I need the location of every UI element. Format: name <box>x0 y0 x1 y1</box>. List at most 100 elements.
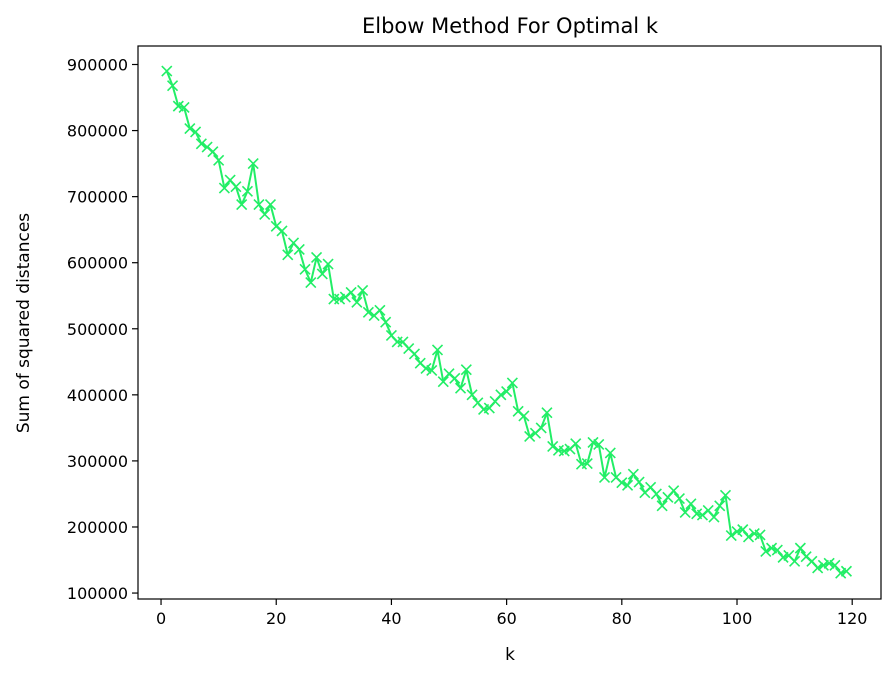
x-tick-label: 60 <box>496 609 516 628</box>
data-point-marker <box>719 489 732 501</box>
data-point-marker <box>604 447 616 459</box>
plot-frame <box>137 45 882 600</box>
data-point-marker <box>541 407 553 419</box>
data-point-marker <box>437 376 449 388</box>
y-tick-label: 300000 <box>67 452 128 471</box>
data-point-marker <box>794 542 806 554</box>
data-point-marker <box>668 485 680 497</box>
plot-area: 0 20 40 60 80 100 120 100000 200000 300000 400000 5… <box>67 45 882 628</box>
data-point-marker <box>253 199 265 211</box>
data-point-marker <box>293 243 305 256</box>
data-point-marker <box>679 506 691 519</box>
y-tick-label: 900000 <box>67 55 128 74</box>
x-tick-label: 40 <box>381 609 401 628</box>
data-point-marker <box>633 476 645 488</box>
data-point-marker <box>270 220 282 232</box>
data-point-marker <box>616 477 628 489</box>
y-tick-label: 800000 <box>67 122 128 141</box>
x-tick-label: 120 <box>837 609 868 628</box>
data-point-marker <box>622 479 634 491</box>
data-point-marker <box>316 268 328 280</box>
data-point-marker <box>339 291 351 303</box>
data-point-marker <box>789 555 801 567</box>
data-point-marker <box>840 565 853 577</box>
data-point-marker <box>207 146 219 158</box>
data-point-marker <box>426 364 438 376</box>
data-point-marker <box>656 500 668 512</box>
data-point-marker <box>161 65 173 77</box>
y-tick-label: 200000 <box>67 518 128 537</box>
data-point-marker <box>754 529 766 541</box>
data-point-marker <box>351 296 363 308</box>
data-point-marker <box>547 440 559 452</box>
data-point-marker <box>449 372 461 384</box>
data-point-marker <box>598 471 611 483</box>
x-tick-label: 20 <box>266 609 286 628</box>
data-point-marker <box>166 80 179 92</box>
y-tick-label: 400000 <box>67 386 128 405</box>
data-point-marker <box>282 249 294 261</box>
data-point-marker <box>535 422 547 434</box>
data-point-marker <box>501 385 513 398</box>
data-point-marker <box>236 199 248 211</box>
data-point-marker <box>737 524 749 536</box>
chart-title: Elbow Method For Optimal k <box>362 14 659 38</box>
data-point-marker <box>264 199 277 211</box>
data-point-marker <box>241 185 253 197</box>
y-tick-label: 700000 <box>67 188 128 207</box>
data-point-marker <box>460 364 472 376</box>
y-tick-label: 100000 <box>67 584 128 603</box>
data-point-marker <box>524 430 536 443</box>
data-point-marker <box>714 500 726 512</box>
data-point-marker <box>725 530 737 542</box>
data-point-marker <box>408 348 421 360</box>
data-point-marker <box>800 551 812 563</box>
data-point-marker <box>322 258 334 270</box>
data-point-marker <box>812 562 824 574</box>
data-point-marker <box>506 377 518 389</box>
data-point-marker <box>357 284 369 297</box>
data-point-marker <box>593 438 605 450</box>
data-point-marker <box>650 488 662 500</box>
data-point-marker <box>247 158 259 170</box>
data-point-marker <box>218 182 230 194</box>
data-point-marker <box>178 101 190 114</box>
data-point-marker <box>190 126 202 138</box>
data-point-marker <box>829 559 841 571</box>
y-tick-label: 600000 <box>67 254 128 273</box>
data-point-marker <box>184 123 196 135</box>
data-point-marker <box>380 316 392 328</box>
data-point-marker <box>742 531 755 543</box>
x-axis-label: k <box>505 645 515 665</box>
data-point-marker <box>570 438 582 450</box>
data-point-marker <box>259 208 271 221</box>
data-point-marker <box>512 405 524 417</box>
data-point-marker <box>195 138 207 150</box>
data-point-marker <box>495 389 507 401</box>
data-point-marker <box>760 545 772 557</box>
data-point-marker <box>581 457 593 470</box>
series-line <box>165 70 847 575</box>
data-point-marker <box>708 511 720 523</box>
data-point-marker <box>345 286 357 299</box>
data-point-marker <box>685 498 697 510</box>
y-axis-label: Sum of squared distances <box>14 213 34 433</box>
x-tick-label: 80 <box>612 609 632 628</box>
data-point-marker <box>213 154 225 166</box>
data-point-marker <box>431 344 444 356</box>
data-point-marker <box>305 276 317 289</box>
data-point-marker <box>230 181 242 193</box>
data-point-marker <box>696 509 709 521</box>
x-tick-label: 100 <box>722 609 753 628</box>
data-point-marker <box>201 141 213 153</box>
data-point-marker <box>362 306 374 318</box>
y-tick-label: 500000 <box>67 320 128 339</box>
data-point-marker <box>673 493 685 505</box>
data-point-marker <box>466 389 478 401</box>
data-point-marker <box>374 304 386 316</box>
data-point-marker <box>454 382 467 394</box>
data-point-marker <box>299 263 311 275</box>
x-tick-label: 0 <box>156 609 166 628</box>
data-point-marker <box>276 225 288 237</box>
